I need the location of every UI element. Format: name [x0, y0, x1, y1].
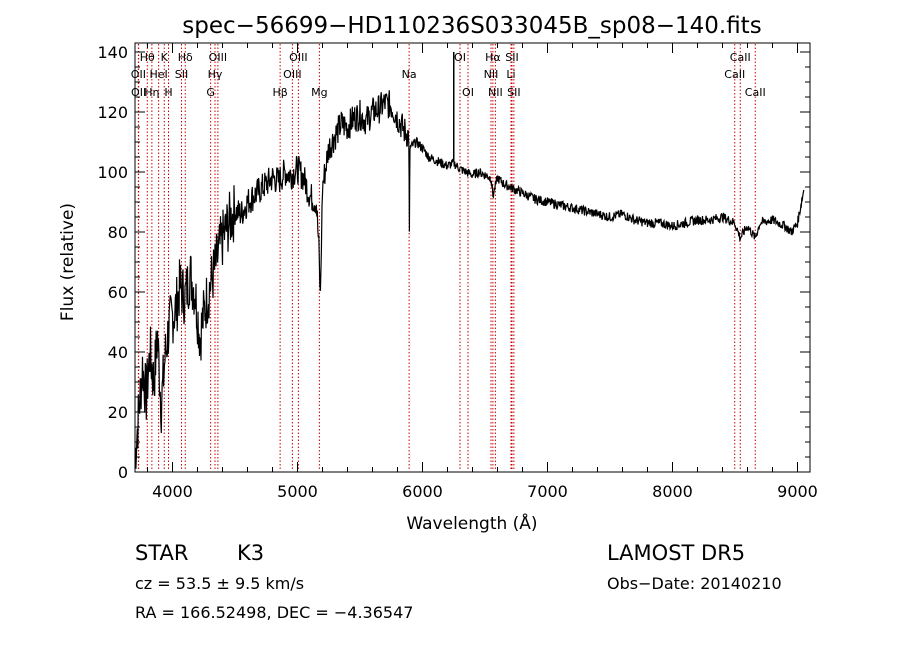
y-axis-label: Flux (relative) — [58, 203, 78, 321]
y-tick-label-3: 60 — [108, 283, 128, 302]
y-tick-label-0: 0 — [118, 463, 128, 482]
line-label-5: OI — [454, 51, 466, 64]
x-tick-label-5: 9000 — [777, 482, 818, 501]
line-label-17: CaII — [724, 68, 745, 81]
line-label-8: CaII — [730, 51, 751, 64]
line-label-14: Na — [402, 68, 417, 81]
observation-date: Obs−Date: 20140210 — [607, 574, 782, 593]
line-label-3: OIII — [209, 51, 227, 64]
y-tick-label-6: 120 — [97, 103, 128, 122]
line-label-12: Hγ — [208, 68, 223, 81]
chart-title: spec−56699−HD110236S033045B_sp08−140.fit… — [182, 13, 761, 39]
line-label-7: SII — [505, 51, 518, 64]
line-label-16: Li — [506, 68, 515, 81]
x-axis-ticks: 4000 5000 6000 7000 8000 9000 — [147, 43, 818, 501]
object-class: STAR — [135, 541, 188, 565]
y-tick-label-2: 40 — [108, 343, 128, 362]
line-label-25: NII — [488, 86, 503, 99]
x-tick-label-4: 8000 — [652, 482, 693, 501]
line-label-24: OI — [462, 86, 474, 99]
line-label-4: OIII — [289, 51, 307, 64]
line-label-9: OII — [131, 68, 146, 81]
redshift-text: cz = 53.5 ± 9.5 km/s — [135, 574, 304, 593]
x-tick-label-3: 7000 — [527, 482, 568, 501]
survey-name: LAMOST DR5 — [607, 541, 745, 565]
line-label-1: K — [161, 51, 169, 64]
y-axis-ticks: 0 20 40 60 80 100 120 140 — [97, 43, 810, 482]
emission-line-markers — [137, 44, 756, 471]
line-label-19: Hη — [144, 86, 159, 99]
line-label-15: NII — [484, 68, 499, 81]
y-tick-label-5: 100 — [97, 163, 128, 182]
x-tick-label-0: 4000 — [152, 482, 193, 501]
object-subclass: K3 — [237, 541, 264, 565]
line-label-13: OIII — [283, 68, 301, 81]
line-label-11: SII — [175, 68, 188, 81]
line-label-22: Hβ — [272, 86, 287, 99]
line-label-21: G — [206, 86, 215, 99]
line-label-27: CaII — [745, 86, 766, 99]
x-tick-label-1: 5000 — [277, 482, 318, 501]
emission-line-labels: Hθ K Hδ OIII OIII OI Hα SII CaII OII HeI SII Hγ OIII N… — [131, 51, 766, 99]
line-label-23: Mg — [311, 86, 327, 99]
y-tick-label-7: 140 — [97, 43, 128, 62]
line-label-6: Hα — [485, 51, 501, 64]
coordinates-text: RA = 166.52498, DEC = −4.36547 — [135, 603, 413, 622]
line-label-26: SII — [507, 86, 520, 99]
plot-frame — [134, 42, 811, 473]
line-label-10: HeI — [149, 68, 167, 81]
x-axis-label: Wavelength (Å) — [406, 512, 537, 534]
line-label-0: Hθ — [140, 51, 155, 64]
spectrum-line — [134, 90, 805, 469]
line-label-20: H — [164, 86, 172, 99]
y-tick-label-4: 80 — [108, 223, 128, 242]
line-label-2: Hδ — [178, 51, 193, 64]
x-tick-label-2: 6000 — [402, 482, 443, 501]
y-tick-label-1: 20 — [108, 403, 128, 422]
